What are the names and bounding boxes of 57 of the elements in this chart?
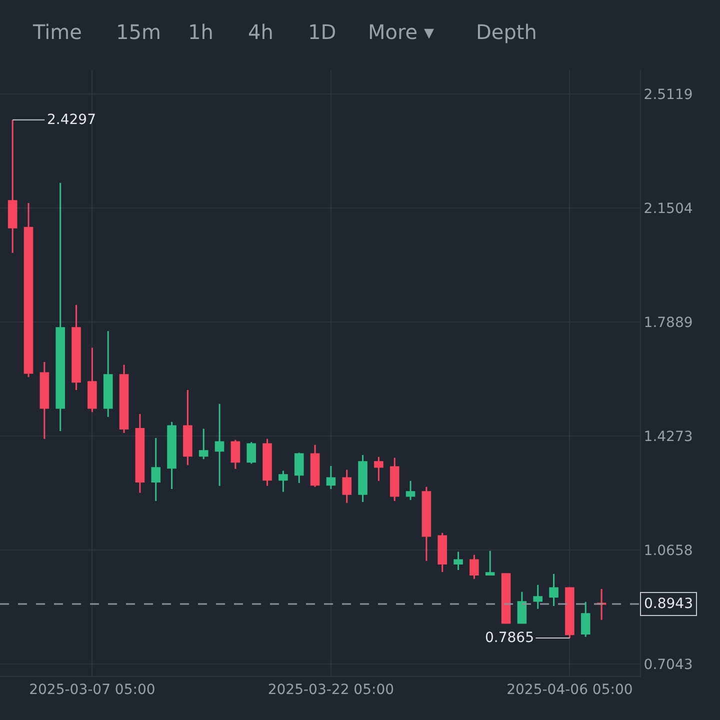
candlestick bbox=[56, 182, 65, 432]
candlestick bbox=[580, 601, 590, 638]
x-tick-label: 2025-04-06 05:00 bbox=[506, 682, 633, 698]
annotation: 0.7865 bbox=[485, 630, 534, 646]
candlestick bbox=[262, 438, 272, 487]
text: 15m bbox=[116, 20, 161, 44]
x-tick-label: 2025-03-07 05:00 bbox=[29, 682, 156, 698]
candlestick bbox=[549, 573, 558, 607]
candlestick bbox=[596, 588, 606, 621]
candlestick bbox=[294, 452, 304, 484]
y-tick-label: 2.1504 bbox=[644, 200, 693, 217]
x-tick-label: 2025-03-22 05:00 bbox=[268, 682, 394, 698]
candlestick bbox=[470, 554, 479, 580]
candlestick bbox=[198, 428, 208, 460]
candlestick bbox=[119, 364, 129, 434]
candlestick bbox=[8, 119, 18, 254]
candlestick bbox=[24, 202, 34, 378]
candlestick bbox=[533, 584, 543, 610]
candlestick bbox=[167, 421, 176, 490]
candlestick bbox=[342, 469, 352, 504]
y-tick-label: 1.4273 bbox=[644, 428, 693, 445]
candlestick bbox=[40, 361, 50, 440]
candlestick bbox=[230, 439, 240, 470]
text: 1h bbox=[188, 20, 214, 44]
candlestick bbox=[454, 551, 463, 571]
candlestick bbox=[214, 403, 224, 487]
text: 1D bbox=[308, 20, 336, 44]
ref-line-label: 0.8943 bbox=[644, 596, 693, 612]
candlestick bbox=[326, 465, 336, 490]
candlestick bbox=[183, 389, 192, 466]
candlestick bbox=[358, 454, 368, 503]
candlestick bbox=[485, 550, 495, 576]
candlestick bbox=[517, 591, 527, 624]
text: Time bbox=[32, 20, 82, 44]
candlestick bbox=[246, 441, 256, 465]
candlestick bbox=[151, 437, 160, 502]
text: 4h bbox=[248, 20, 274, 44]
text: Depth bbox=[476, 20, 537, 44]
candlestick bbox=[501, 573, 511, 624]
candlestick bbox=[406, 480, 416, 501]
candlestick bbox=[135, 413, 145, 494]
candlestick bbox=[310, 444, 320, 488]
text: More ▾ bbox=[368, 20, 434, 44]
y-tick-label: 0.7043 bbox=[644, 656, 693, 673]
y-tick-label: 2.5119 bbox=[644, 86, 693, 103]
candlestick bbox=[103, 330, 113, 418]
candlestick bbox=[565, 586, 574, 639]
candlestick bbox=[390, 457, 400, 502]
candlestick bbox=[278, 470, 288, 493]
y-tick-label: 1.7889 bbox=[644, 314, 693, 331]
candlestick bbox=[88, 347, 97, 413]
y-tick-label: 1.0658 bbox=[644, 542, 693, 559]
annotation: 2.4297 bbox=[47, 112, 96, 128]
candlestick bbox=[72, 304, 81, 391]
candlestick bbox=[422, 486, 432, 562]
candlestick bbox=[438, 532, 448, 573]
candlestick bbox=[374, 456, 384, 482]
